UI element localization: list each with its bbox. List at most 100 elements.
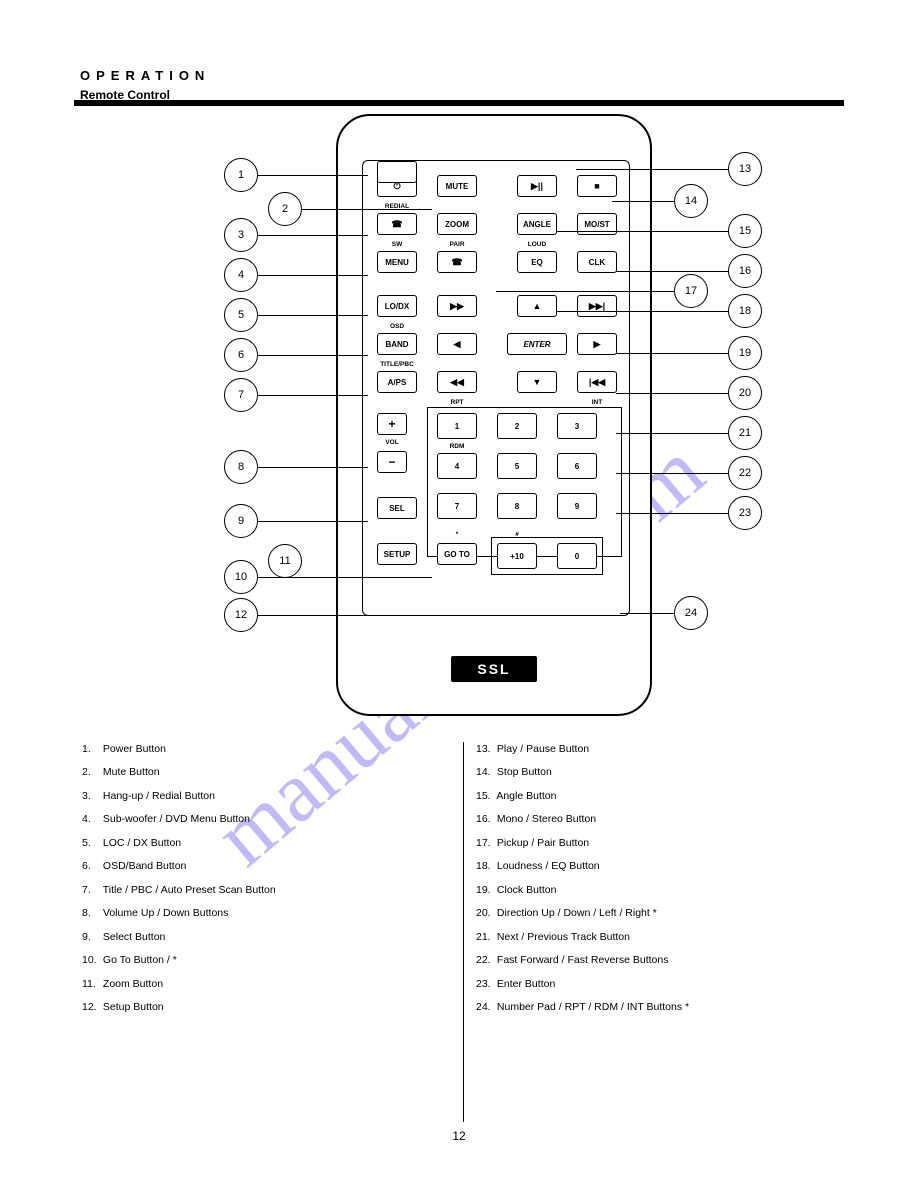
key-7[interactable]: 7 bbox=[437, 493, 477, 519]
enter-button[interactable]: ENTER bbox=[507, 333, 567, 355]
sel-button[interactable]: SEL bbox=[377, 497, 417, 519]
key-9[interactable]: 9 bbox=[557, 493, 597, 519]
column-separator bbox=[463, 742, 464, 1122]
page-title: OPERATION bbox=[80, 68, 210, 83]
redial-label: REDIAL bbox=[377, 203, 417, 210]
 bbox=[377, 161, 417, 183]
ff-button[interactable]: ▶▶ bbox=[437, 295, 477, 317]
right-column: 13. Play / Pause Button14. Stop Button15… bbox=[476, 742, 844, 1024]
right-button[interactable]: ▶ bbox=[577, 333, 617, 355]
titlepbc-label: TITLE/PBC bbox=[369, 361, 425, 368]
next-button[interactable]: ▶▶| bbox=[577, 295, 617, 317]
page-number: 12 bbox=[452, 1129, 465, 1143]
legend-item-5: 5. LOC / DX Button bbox=[82, 836, 450, 850]
callout-21: 21 bbox=[728, 416, 762, 450]
legend-item-19: 19. Clock Button bbox=[476, 883, 844, 897]
key-6[interactable]: 6 bbox=[557, 453, 597, 479]
loud-label: LOUD bbox=[517, 241, 557, 248]
setup-button[interactable]: SETUP bbox=[377, 543, 417, 565]
legend-item-16: 16. Mono / Stereo Button bbox=[476, 812, 844, 826]
callout-24: 24 bbox=[674, 596, 708, 630]
callout-14: 14 bbox=[674, 184, 708, 218]
play-pause-button[interactable]: ▶|| bbox=[517, 175, 557, 197]
callout-18: 18 bbox=[728, 294, 762, 328]
key-plus10[interactable]: +10 bbox=[497, 543, 537, 569]
hangup-button[interactable]: ☎ bbox=[377, 213, 417, 235]
eq-button[interactable]: EQ bbox=[517, 251, 557, 273]
clk-button[interactable]: CLK bbox=[577, 251, 617, 273]
pickup-button[interactable]: ☎ bbox=[437, 251, 477, 273]
legend-item-13: 13. Play / Pause Button bbox=[476, 742, 844, 756]
callout-11: 11 bbox=[268, 544, 302, 578]
mute-button[interactable]: MUTE bbox=[437, 175, 477, 197]
stop-button[interactable]: ■ bbox=[577, 175, 617, 197]
legend-item-2: 2. Mute Button bbox=[82, 765, 450, 779]
up-button[interactable]: ▲ bbox=[517, 295, 557, 317]
callout-2: 2 bbox=[268, 192, 302, 226]
goto-button[interactable]: GO TO bbox=[437, 543, 477, 565]
legend-item-9: 9. Select Button bbox=[82, 930, 450, 944]
key-8[interactable]: 8 bbox=[497, 493, 537, 519]
legend-item-3: 3. Hang-up / Redial Button bbox=[82, 789, 450, 803]
callout-4: 4 bbox=[224, 258, 258, 292]
rdm-label: RDM bbox=[437, 443, 477, 450]
legend-item-24: 24. Number Pad / RPT / RDM / INT Buttons… bbox=[476, 1000, 844, 1014]
legend-item-20: 20. Direction Up / Down / Left / Right * bbox=[476, 906, 844, 920]
callout-7: 7 bbox=[224, 378, 258, 412]
callout-10: 10 bbox=[224, 560, 258, 594]
key-1[interactable]: 1 bbox=[437, 413, 477, 439]
callout-9: 9 bbox=[224, 504, 258, 538]
aps-button[interactable]: A/PS bbox=[377, 371, 417, 393]
key-0[interactable]: 0 bbox=[557, 543, 597, 569]
vol-up-button[interactable]: + bbox=[377, 413, 407, 435]
vol-label: VOL bbox=[377, 439, 407, 446]
left-column: 1. Power Button 2. Mute Button 3. Hang-up … bbox=[82, 742, 450, 1024]
legend-item-6: 6. OSD/Band Button bbox=[82, 859, 450, 873]
title-rule bbox=[74, 100, 844, 106]
callout-23: 23 bbox=[728, 496, 762, 530]
pair-label: PAIR bbox=[437, 241, 477, 248]
key-4[interactable]: 4 bbox=[437, 453, 477, 479]
down-button[interactable]: ▼ bbox=[517, 371, 557, 393]
legend-item-7: 7. Title / PBC / Auto Preset Scan Button bbox=[82, 883, 450, 897]
legend-item-11: 11. Zoom Button bbox=[82, 977, 450, 991]
osd-label: OSD bbox=[377, 323, 417, 330]
band-button[interactable]: BAND bbox=[377, 333, 417, 355]
callout-15: 15 bbox=[728, 214, 762, 248]
key-5[interactable]: 5 bbox=[497, 453, 537, 479]
key-2[interactable]: 2 bbox=[497, 413, 537, 439]
rpt-label: RPT bbox=[437, 399, 477, 406]
legend-item-23: 23. Enter Button bbox=[476, 977, 844, 991]
remote-button-area: ⏻ MUTE ▶|| ■ REDIAL ☎ ZOOM ANGLE MO/ST S… bbox=[362, 160, 630, 616]
legend-item-4: 4. Sub-woofer / DVD Menu Button bbox=[82, 812, 450, 826]
callout-22: 22 bbox=[728, 456, 762, 490]
legend-item-12: 12. Setup Button bbox=[82, 1000, 450, 1014]
text-columns: 1. Power Button 2. Mute Button 3. Hang-up … bbox=[82, 742, 844, 1122]
remote-outline: ⏻ MUTE ▶|| ■ REDIAL ☎ ZOOM ANGLE MO/ST S… bbox=[336, 114, 652, 716]
legend-item-14: 14. Stop Button bbox=[476, 765, 844, 779]
prev-button[interactable]: |◀◀ bbox=[577, 371, 617, 393]
brand-logo: SSL bbox=[451, 656, 537, 682]
sw-label: SW bbox=[377, 241, 417, 248]
callout-20: 20 bbox=[728, 376, 762, 410]
key-3[interactable]: 3 bbox=[557, 413, 597, 439]
callout-13: 13 bbox=[728, 152, 762, 186]
legend-item-22: 22. Fast Forward / Fast Reverse Buttons bbox=[476, 953, 844, 967]
callout-12: 12 bbox=[224, 598, 258, 632]
legend-item-1: 1. Power Button bbox=[82, 742, 450, 756]
legend-item-18: 18. Loudness / EQ Button bbox=[476, 859, 844, 873]
menu-button[interactable]: MENU bbox=[377, 251, 417, 273]
legend-item-8: 8. Volume Up / Down Buttons bbox=[82, 906, 450, 920]
callout-3: 3 bbox=[224, 218, 258, 252]
angle-button[interactable]: ANGLE bbox=[517, 213, 557, 235]
int-label: INT bbox=[577, 399, 617, 406]
left-button[interactable]: ◀ bbox=[437, 333, 477, 355]
vol-down-button[interactable]: − bbox=[377, 451, 407, 473]
callout-17: 17 bbox=[674, 274, 708, 308]
zoom-button[interactable]: ZOOM bbox=[437, 213, 477, 235]
rewind-button[interactable]: ◀◀ bbox=[437, 371, 477, 393]
most-button[interactable]: MO/ST bbox=[577, 213, 617, 235]
lodx-button[interactable]: LO/DX bbox=[377, 295, 417, 317]
legend-item-10: 10. Go To Button / * bbox=[82, 953, 450, 967]
legend-item-21: 21. Next / Previous Track Button bbox=[476, 930, 844, 944]
